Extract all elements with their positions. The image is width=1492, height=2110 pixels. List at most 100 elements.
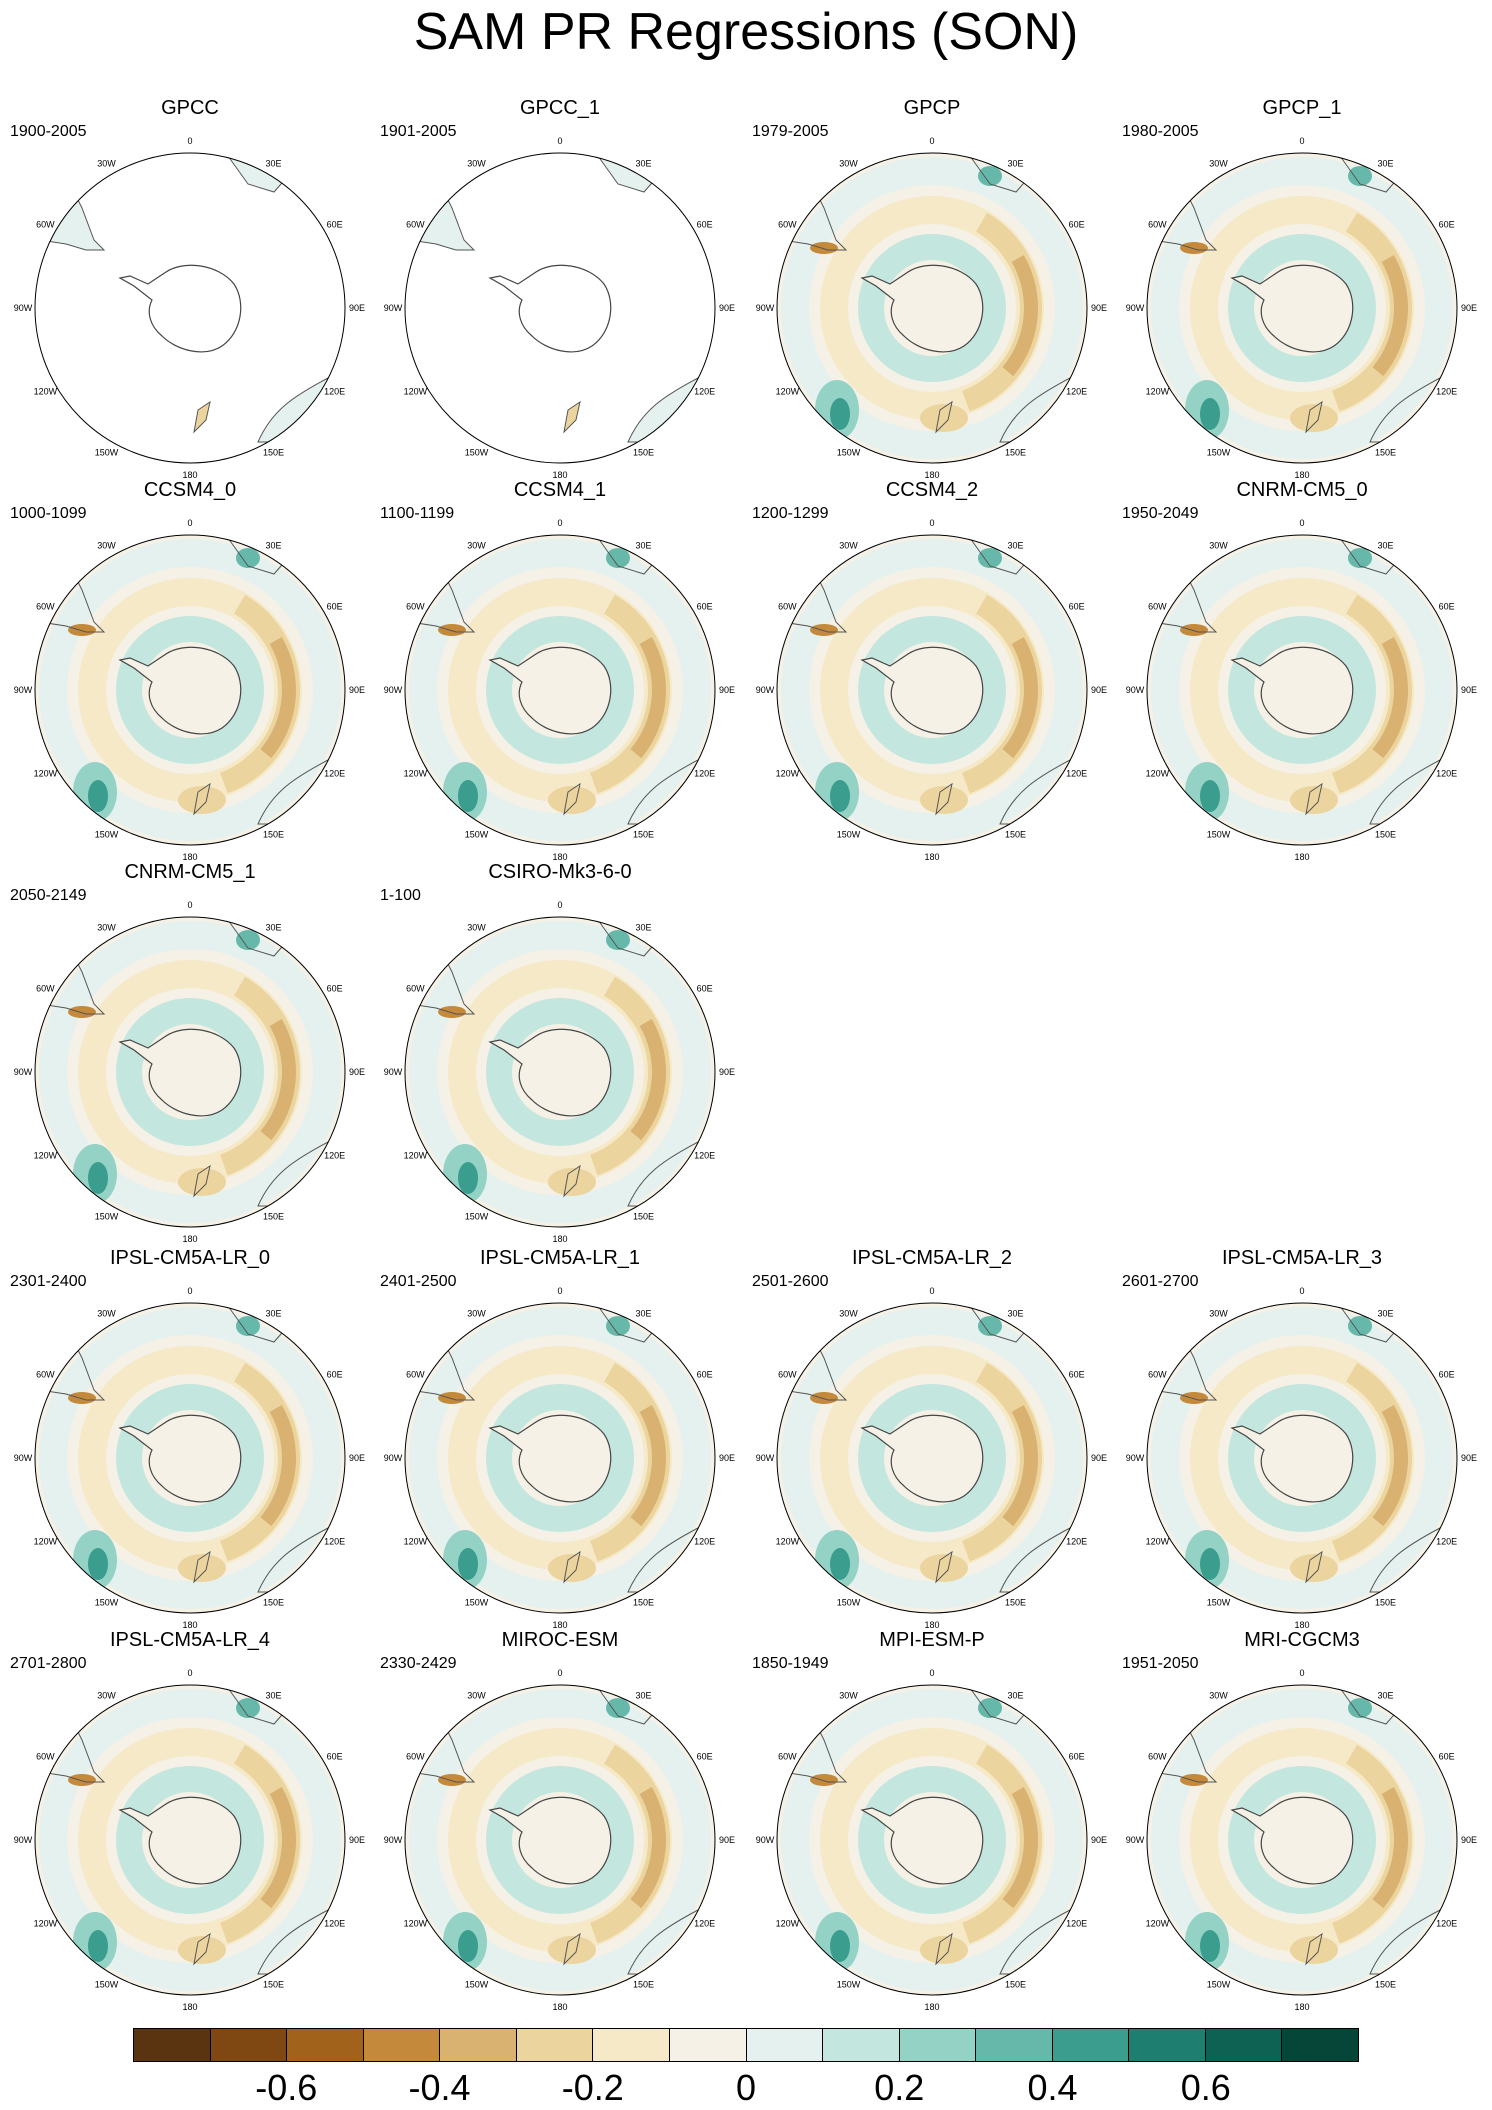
longitude-label: 90W xyxy=(384,1835,403,1845)
longitude-label: 120W xyxy=(1146,769,1170,779)
longitude-label: 30W xyxy=(467,1308,486,1318)
longitude-label: 90E xyxy=(1461,303,1477,313)
longitude-label: 90E xyxy=(349,685,365,695)
colorbar-tick-label: -0.6 xyxy=(255,2067,318,2108)
longitude-label: 150W xyxy=(465,1980,489,1990)
longitude-label: 150E xyxy=(263,448,284,458)
longitude-label: 120W xyxy=(1146,1537,1170,1547)
longitude-label: 150W xyxy=(95,1212,119,1222)
longitude-label: 180 xyxy=(1294,1620,1309,1630)
longitude-label: 180 xyxy=(1294,852,1309,862)
longitude-label: 0 xyxy=(1299,136,1304,146)
colorbar-box xyxy=(210,2029,288,2061)
longitude-label: 0 xyxy=(557,518,562,528)
regression-field xyxy=(777,1303,1087,1613)
longitude-label: 120E xyxy=(1066,387,1087,397)
longitude-label: 0 xyxy=(557,900,562,910)
longitude-label: 0 xyxy=(557,136,562,146)
longitude-label: 120W xyxy=(404,769,428,779)
longitude-label: 150E xyxy=(633,1598,654,1608)
longitude-label: 90E xyxy=(1461,685,1477,695)
longitude-label: 150E xyxy=(633,1980,654,1990)
longitude-label: 150E xyxy=(633,830,654,840)
globe-outline xyxy=(404,1302,716,1614)
panel-period: 2330-2429 xyxy=(380,1655,457,1672)
colorbar-box xyxy=(516,2029,594,2061)
map-panel: CCSM4_1 1100-1199 0 30E 60E 90E 120E 150E 180 150… xyxy=(380,478,740,862)
longitude-label: 60E xyxy=(327,1370,343,1380)
longitude-label: 90W xyxy=(756,303,775,313)
panel-title: IPSL-CM5A-LR_1 xyxy=(479,1247,641,1269)
panel-title: CCSM4_2 xyxy=(885,479,979,501)
globe-outline xyxy=(34,916,346,1228)
longitude-label: 30E xyxy=(635,1690,651,1700)
panel-period: 2501-2600 xyxy=(752,1273,829,1290)
colorbar-box xyxy=(440,2029,517,2061)
polar-map: 0 30E 60E 90E 120E 150E 180 150W 120W 90W 60W 30W xyxy=(1126,1286,1477,1630)
polar-map: 0 30E 60E 90E 120E 150E 180 150W 120W 90W 60W 30W xyxy=(384,900,735,1244)
globe-outline xyxy=(776,1684,1088,1996)
longitude-label: 0 xyxy=(1299,1286,1304,1296)
longitude-label: 60E xyxy=(1069,1752,1085,1762)
colorbar-box xyxy=(823,2029,900,2061)
longitude-label: 120E xyxy=(324,1537,345,1547)
regression-field xyxy=(35,1685,345,1995)
longitude-label: 60E xyxy=(697,602,713,612)
colorbar-box xyxy=(1205,2029,1283,2061)
longitude-label: 120W xyxy=(776,387,800,397)
longitude-label: 180 xyxy=(924,2002,939,2012)
panel-title: GPCP xyxy=(903,97,961,119)
longitude-label: 90E xyxy=(1461,1453,1477,1463)
longitude-label: 90E xyxy=(719,685,735,695)
longitude-label: 90E xyxy=(1091,1835,1107,1845)
longitude-label: 150E xyxy=(263,830,284,840)
longitude-label: 30E xyxy=(635,158,651,168)
colorbar xyxy=(133,2028,1359,2062)
panel-title: CCSM4_1 xyxy=(513,479,607,501)
longitude-label: 120E xyxy=(1436,769,1457,779)
panel-title: GPCC xyxy=(161,97,219,119)
longitude-label: 150W xyxy=(1207,1598,1231,1608)
longitude-label: 150E xyxy=(1375,448,1396,458)
regression-field xyxy=(777,535,1087,845)
longitude-label: 30E xyxy=(635,922,651,932)
map-panel: CSIRO-Mk3-6-0 1-100 0 30E 60E 90E 120E 150E 180 1… xyxy=(380,860,740,1244)
longitude-label: 150W xyxy=(465,830,489,840)
panel-period: 1100-1199 xyxy=(380,505,455,522)
panel-period: 1200-1299 xyxy=(752,505,829,522)
regression-field xyxy=(35,153,345,463)
longitude-label: 150E xyxy=(1005,830,1026,840)
longitude-label: 90E xyxy=(719,303,735,313)
longitude-label: 120W xyxy=(34,1919,58,1929)
longitude-label: 60E xyxy=(327,220,343,230)
longitude-label: 150W xyxy=(465,1212,489,1222)
longitude-label: 90E xyxy=(349,303,365,313)
longitude-label: 60W xyxy=(778,220,797,230)
longitude-label: 90E xyxy=(719,1835,735,1845)
map-panel: MIROC-ESM 2330-2429 0 30E 60E 90E 120E 150E 180 1… xyxy=(380,1628,740,2012)
longitude-label: 180 xyxy=(552,470,567,480)
polar-map: 0 30E 60E 90E 120E 150E 180 150W 120W 90W 60W 30W xyxy=(756,136,1107,480)
colorbar-box xyxy=(1129,2029,1206,2061)
longitude-label: 120W xyxy=(776,1919,800,1929)
longitude-label: 60W xyxy=(36,984,55,994)
map-panel: IPSL-CM5A-LR_4 2701-2800 0 30E 60E 90E 120E 150… xyxy=(10,1628,370,2012)
longitude-label: 180 xyxy=(552,2002,567,2012)
longitude-label: 30E xyxy=(265,1308,281,1318)
map-panel: MPI-ESM-P 1850-1949 0 30E 60E 90E 120E 150E 180 1… xyxy=(752,1628,1112,2012)
regression-field xyxy=(405,917,715,1227)
longitude-label: 60W xyxy=(36,220,55,230)
colorbar-tick-label: -0.2 xyxy=(561,2067,624,2108)
colorbar-box xyxy=(134,2029,211,2061)
longitude-label: 30W xyxy=(839,1308,858,1318)
longitude-label: 60E xyxy=(1439,1752,1455,1762)
longitude-label: 150E xyxy=(1005,448,1026,458)
panel-title: IPSL-CM5A-LR_3 xyxy=(1221,1247,1383,1269)
panel-period: 1850-1949 xyxy=(752,1655,829,1672)
longitude-label: 90W xyxy=(14,1067,33,1077)
longitude-label: 30W xyxy=(97,922,116,932)
longitude-label: 120E xyxy=(694,1537,715,1547)
polar-map: 0 30E 60E 90E 120E 150E 180 150W 120W 90W 60W 30W xyxy=(14,900,365,1244)
longitude-label: 120E xyxy=(324,1919,345,1929)
longitude-label: 30E xyxy=(1377,1690,1393,1700)
